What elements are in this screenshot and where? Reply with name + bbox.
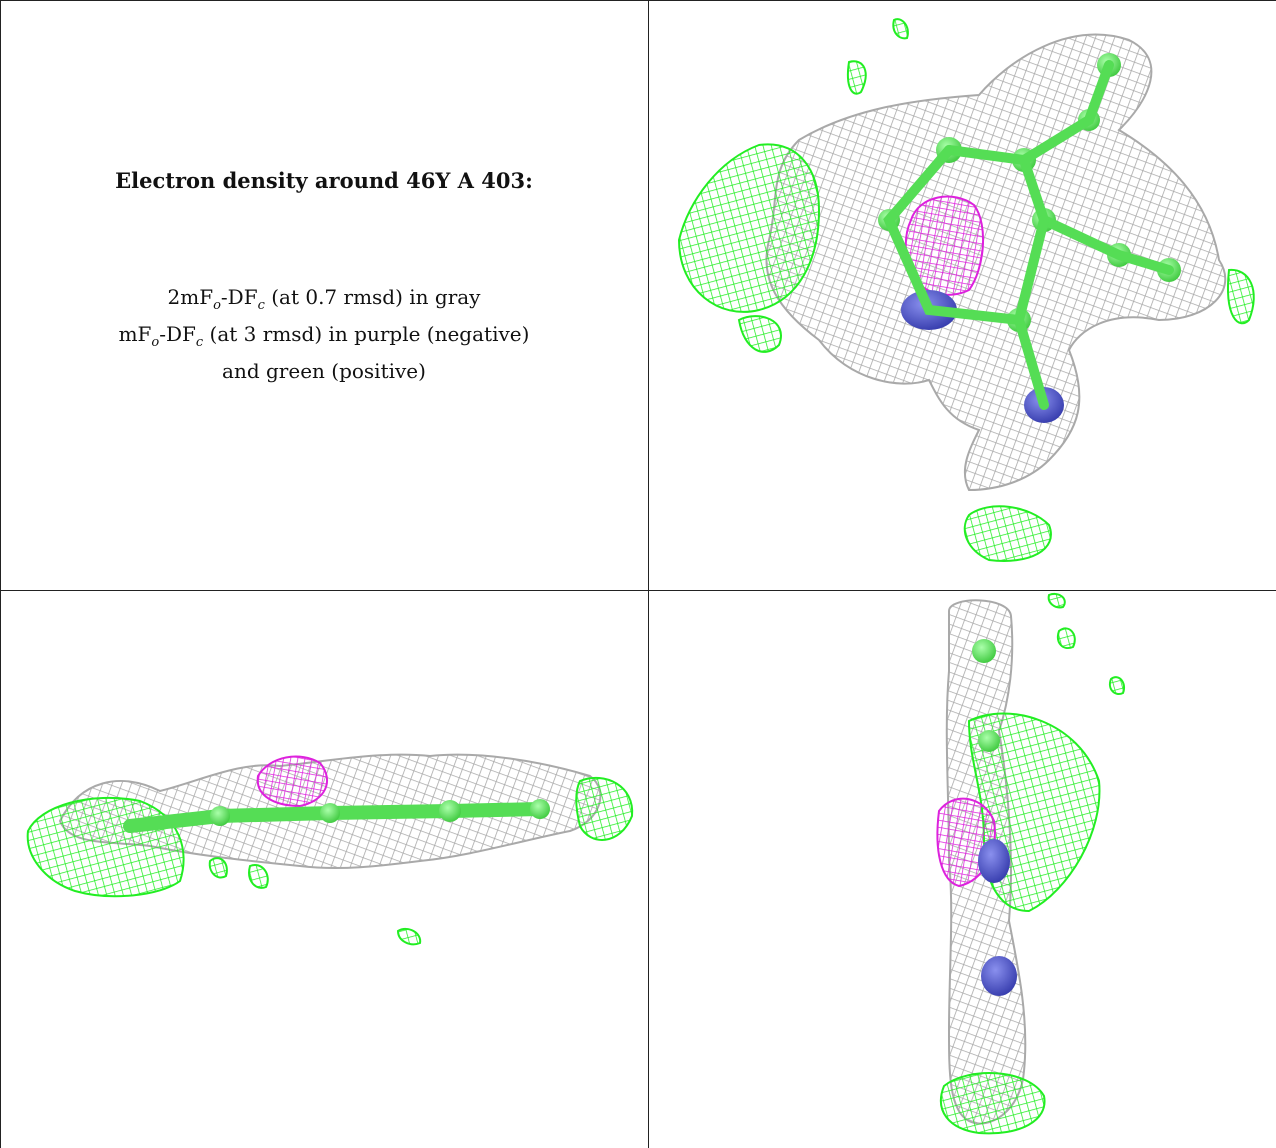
green-density-fragment <box>892 18 909 40</box>
bond-sticks <box>883 60 1174 410</box>
green-density-fragment <box>396 927 422 946</box>
density-render-face-on <box>677 18 1255 562</box>
green-density-blob-bottom <box>963 505 1052 562</box>
figure-description: 2mFo-DFc (at 0.7 rmsd) in gray mFo-DFc (… <box>0 283 648 386</box>
green-density-blob-bottom <box>939 1072 1046 1135</box>
caption-panel: Electron density around 46Y A 403: 2mFo-… <box>0 0 648 590</box>
nitrogen-atom <box>981 956 1017 996</box>
purple-negative-density <box>256 755 329 808</box>
green-density-fragment <box>1057 627 1076 649</box>
carbon-atoms <box>972 639 1000 752</box>
green-density-fragment <box>847 60 867 95</box>
density-view-side-vertical <box>649 591 1276 1148</box>
green-density-blob-left <box>677 143 821 313</box>
density-view-side-horizontal <box>0 591 648 1148</box>
figure-title: Electron density around 46Y A 403: <box>115 168 533 193</box>
green-density-fragment <box>1047 593 1066 609</box>
green-density-blob-right <box>1227 268 1255 325</box>
caption-line-1: 2mFo-DFc (at 0.7 rmsd) in gray <box>167 285 481 313</box>
density-render-side-vertical <box>936 593 1125 1135</box>
green-density-fragment <box>737 315 782 353</box>
gray-density-mesh <box>765 33 1227 492</box>
nitrogen-atom <box>978 839 1010 883</box>
grid-border-top <box>0 0 1276 1</box>
green-density-fragment <box>248 863 269 889</box>
density-view-face-on <box>649 0 1276 590</box>
caption-line-3: and green (positive) <box>222 359 426 383</box>
grid-border-left <box>0 0 1 1148</box>
caption-line-2: mFo-DFc (at 3 rmsd) in purple (negative) <box>118 322 530 350</box>
density-render-side-horizontal <box>26 753 634 946</box>
green-density-blob-right <box>575 776 634 841</box>
grid-divider-vertical <box>648 0 649 1148</box>
green-density-fragment <box>1109 676 1125 695</box>
carbon-atoms <box>210 799 550 826</box>
green-density-fragment <box>208 857 228 879</box>
grid-divider-horizontal <box>0 590 1276 591</box>
green-density-blob-left <box>26 796 185 898</box>
